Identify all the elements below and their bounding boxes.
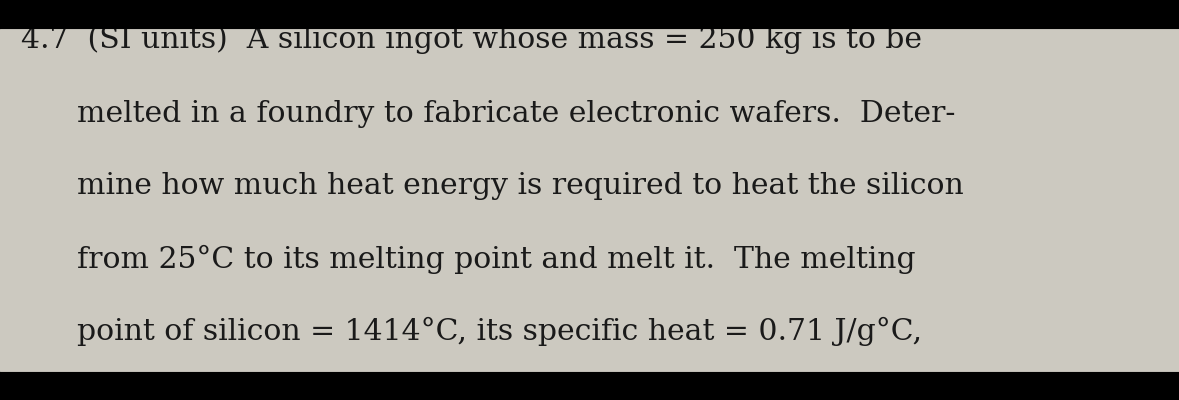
Text: mine how much heat energy is required to heat the silicon: mine how much heat energy is required to… [77,172,963,200]
Text: melted in a foundry to fabricate electronic wafers.  Deter-: melted in a foundry to fabricate electro… [77,100,955,128]
Text: point of silicon = 1414°C, its specific heat = 0.71 J/g°C,: point of silicon = 1414°C, its specific … [77,317,922,346]
Text: its heat of fusion = 1926 J/g, and its density = 2.33 g/cm³.: its heat of fusion = 1926 J/g, and its d… [77,392,957,400]
Text: from 25°C to its melting point and melt it.  The melting: from 25°C to its melting point and melt … [77,245,915,274]
Text: 4.7  (SI units)  A silicon ingot whose mass = 250 kg is to be: 4.7 (SI units) A silicon ingot whose mas… [21,25,922,54]
